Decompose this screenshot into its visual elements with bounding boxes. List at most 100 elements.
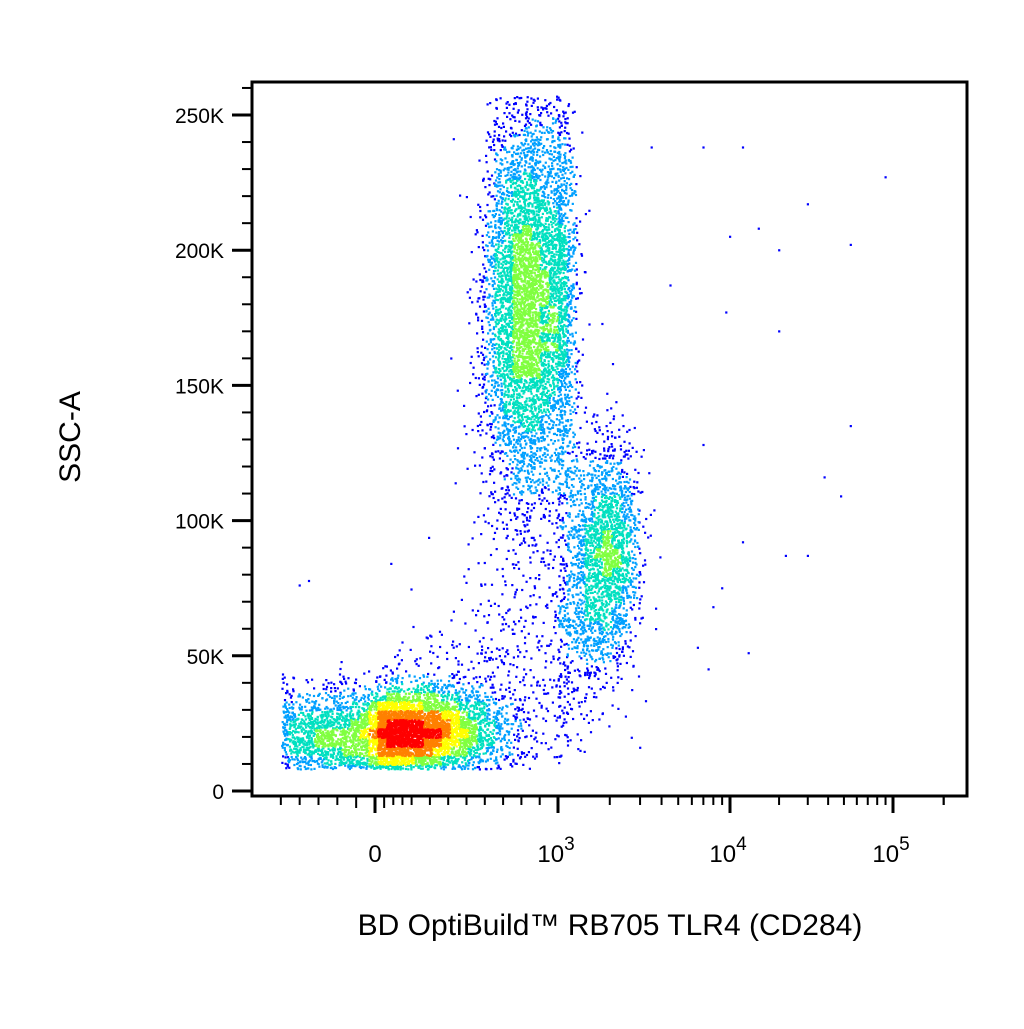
data-point xyxy=(581,353,584,356)
data-point xyxy=(574,607,578,610)
data-point xyxy=(582,651,586,654)
data-point xyxy=(552,404,555,407)
data-point xyxy=(490,423,493,426)
data-point xyxy=(532,755,535,758)
data-point xyxy=(490,148,493,151)
data-point xyxy=(528,147,531,150)
data-point xyxy=(546,171,549,174)
data-point xyxy=(476,702,479,706)
data-point xyxy=(630,494,633,497)
data-point xyxy=(550,175,553,178)
data-point xyxy=(620,491,623,494)
data-point xyxy=(565,375,568,378)
data-point xyxy=(495,202,498,205)
data-point xyxy=(615,401,618,404)
data-point xyxy=(340,681,343,684)
data-point xyxy=(491,683,494,686)
data-point xyxy=(321,697,324,700)
data-point xyxy=(498,178,501,181)
data-point xyxy=(566,612,569,615)
data-point xyxy=(514,698,517,701)
data-point xyxy=(581,621,584,624)
data-point xyxy=(499,158,502,161)
data-point xyxy=(599,642,602,645)
data-point xyxy=(427,672,430,676)
data-point xyxy=(525,502,528,505)
data-point xyxy=(388,690,391,693)
data-point xyxy=(555,202,558,205)
data-point xyxy=(491,316,494,319)
data-point xyxy=(484,397,488,400)
data-point xyxy=(528,477,532,481)
data-point xyxy=(485,216,488,219)
data-point xyxy=(622,614,625,617)
data-point xyxy=(558,120,561,123)
data-point xyxy=(497,231,501,234)
data-point xyxy=(614,655,617,659)
data-point xyxy=(480,683,483,686)
data-point xyxy=(510,170,513,173)
data-point xyxy=(531,434,534,437)
data-point xyxy=(516,459,519,462)
data-point xyxy=(465,581,468,584)
data-point xyxy=(492,326,496,329)
data-point xyxy=(501,409,504,412)
data-point xyxy=(506,428,509,431)
data-point xyxy=(503,452,507,455)
data-point xyxy=(494,691,497,694)
data-point xyxy=(439,645,442,649)
data-point xyxy=(437,686,440,689)
data-point xyxy=(549,643,552,646)
data-point xyxy=(644,531,647,534)
data-point xyxy=(582,631,585,634)
data-point xyxy=(551,122,555,125)
data-point xyxy=(488,241,491,244)
data-point xyxy=(612,418,615,421)
data-point xyxy=(558,378,561,382)
data-point xyxy=(291,712,294,715)
data-point xyxy=(548,431,551,434)
data-point xyxy=(503,478,506,481)
data-point xyxy=(575,183,578,186)
data-point xyxy=(571,231,574,234)
data-point xyxy=(542,513,545,517)
data-point xyxy=(513,733,516,736)
data-point xyxy=(484,520,487,523)
data-point xyxy=(496,519,499,522)
data-point xyxy=(507,730,510,733)
data-point xyxy=(562,214,565,217)
data-point xyxy=(287,738,290,741)
data-point xyxy=(498,233,502,236)
data-point xyxy=(498,511,501,514)
data-point xyxy=(560,208,563,211)
data-point xyxy=(540,131,544,134)
data-point xyxy=(522,485,525,488)
data-point xyxy=(362,694,365,697)
data-point xyxy=(633,594,636,597)
data-point xyxy=(497,234,500,238)
data-point xyxy=(567,294,570,298)
data-point xyxy=(532,536,535,539)
data-point xyxy=(529,490,532,493)
data-point xyxy=(520,542,523,545)
data-point xyxy=(580,560,583,563)
data-point xyxy=(509,442,512,445)
data-point xyxy=(625,508,628,511)
data-point xyxy=(561,372,565,375)
data-point xyxy=(636,526,639,530)
data-point xyxy=(527,502,530,505)
data-point xyxy=(529,515,532,518)
data-point xyxy=(584,671,587,674)
data-point xyxy=(488,351,491,354)
data-point xyxy=(596,667,599,670)
data-point xyxy=(572,244,575,247)
data-point xyxy=(511,584,514,587)
data-point xyxy=(408,687,411,691)
data-point xyxy=(610,467,613,470)
data-point xyxy=(283,746,286,750)
data-point xyxy=(423,685,426,689)
data-point xyxy=(498,404,501,407)
data-point xyxy=(493,675,496,678)
data-point xyxy=(565,721,568,724)
data-point xyxy=(414,689,417,692)
